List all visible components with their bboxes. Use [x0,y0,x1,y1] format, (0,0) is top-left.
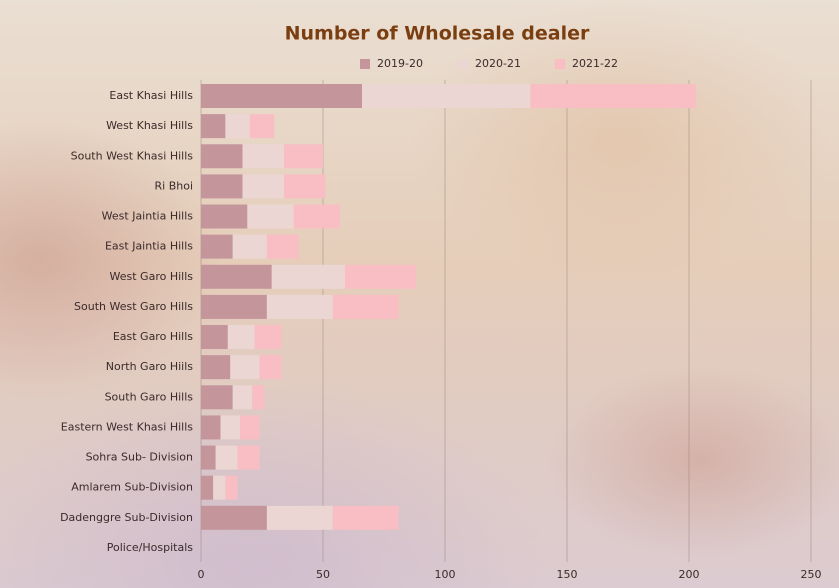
bar-segment [247,205,293,229]
bar-segment [201,446,216,470]
bar-segment [530,84,696,108]
bar-segment [272,265,345,289]
bar-segment [228,325,255,349]
bar-segment [233,385,253,409]
bar-segment [201,325,228,349]
y-tick-label: Dadenggre Sub-Division [60,511,193,524]
x-tick-label: 0 [198,568,205,581]
y-tick-label: Police/Hospitals [107,541,193,554]
bar-segment [201,205,247,229]
page: Number of Wholesale dealer 0 50 100 150 200 2… [0,0,839,588]
bar-segment [201,84,362,108]
bar-segment [294,205,340,229]
y-tick-label: Amlarem Sub-Division [71,481,193,494]
x-tick-label: 50 [316,568,330,581]
bar-segment [333,295,399,319]
x-tick-label: 100 [435,568,456,581]
bar-segment [260,355,282,379]
chart-title: Number of Wholesale dealer [285,23,590,45]
bar-segment [225,114,249,138]
bar-segment [213,476,225,500]
bar-segment [242,144,283,168]
y-tick-label: South West Garo Hills [74,300,193,313]
bar-segment [284,174,325,198]
bar-segment [267,506,333,530]
bar-segment [201,265,272,289]
y-tick-label: East Jaintia Hills [105,240,193,253]
bar-segment [201,144,242,168]
bar-segment [201,174,242,198]
x-tick-label: 250 [801,568,822,581]
y-tick-label: East Garo Hills [113,330,193,343]
y-tick-label: West Khasi Hills [106,119,193,132]
bar-segment [216,446,238,470]
bar-segment [201,295,267,319]
bar-segment [201,506,267,530]
legend-label: 2021-22 [572,57,618,70]
bar-segment [250,114,274,138]
bar-segment [362,84,530,108]
bar-segment [201,415,221,439]
bar-segment [201,476,213,500]
bar-segment [284,144,323,168]
legend-swatch [555,59,565,69]
legend-swatch [458,59,468,69]
bar-segment [201,235,233,259]
legend-swatch [360,59,370,69]
bar-segment [201,355,230,379]
bar-segment [267,295,333,319]
bar-segment [267,235,299,259]
bar-segment [225,476,237,500]
legend-label: 2019-20 [377,57,423,70]
y-tick-label: Eastern West Khasi Hills [61,420,193,433]
y-tick-label: West Garo Hills [110,270,194,283]
bar-segment [333,506,399,530]
bar-segment [255,325,282,349]
y-tick-label: West Jaintia Hills [102,210,194,223]
bar-segment [242,174,283,198]
bar-segment [240,415,260,439]
bar-segment [345,265,416,289]
bar-segment [233,235,267,259]
y-tick-label: North Garo Hiils [106,360,193,373]
y-tick-label: South Garo Hills [105,390,194,403]
y-tick-label: Sohra Sub- Division [86,451,193,464]
bar-segment [238,446,260,470]
chart: Number of Wholesale dealer 0 50 100 150 200 2… [0,0,839,588]
y-tick-label: East Khasi Hills [109,89,193,102]
bar-segment [221,415,241,439]
legend-label: 2020-21 [475,57,521,70]
y-tick-label: South West Khasi Hills [71,149,194,162]
bar-segment [230,355,259,379]
bar-segment [201,385,233,409]
x-tick-label: 200 [679,568,700,581]
bar-segment [201,114,225,138]
bar-segment [252,385,264,409]
y-tick-label: Ri Bhoi [155,179,194,192]
x-tick-label: 150 [557,568,578,581]
